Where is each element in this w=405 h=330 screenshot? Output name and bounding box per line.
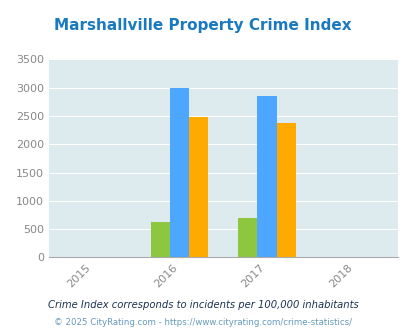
Text: Marshallville Property Crime Index: Marshallville Property Crime Index (54, 18, 351, 33)
Bar (189, 117, 208, 257)
Bar (238, 218, 257, 257)
Bar (151, 222, 170, 257)
Bar (170, 88, 189, 257)
Bar (257, 96, 276, 257)
Text: © 2025 CityRating.com - https://www.cityrating.com/crime-statistics/: © 2025 CityRating.com - https://www.city… (54, 318, 351, 327)
Text: Crime Index corresponds to incidents per 100,000 inhabitants: Crime Index corresponds to incidents per… (47, 300, 358, 310)
Bar (276, 123, 295, 257)
